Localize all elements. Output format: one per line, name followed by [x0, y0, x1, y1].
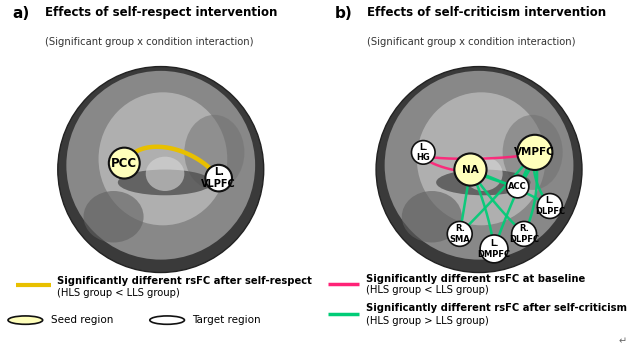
Ellipse shape: [385, 71, 574, 260]
Ellipse shape: [503, 115, 563, 190]
Ellipse shape: [436, 170, 530, 195]
Ellipse shape: [464, 157, 503, 191]
Text: VMPFC: VMPFC: [514, 147, 555, 157]
Ellipse shape: [66, 71, 255, 260]
Circle shape: [517, 135, 552, 170]
Circle shape: [512, 221, 536, 246]
Text: L.
DMPFC: L. DMPFC: [478, 239, 511, 258]
Text: (HLS group > LLS group): (HLS group > LLS group): [366, 316, 489, 326]
Circle shape: [8, 316, 42, 324]
Ellipse shape: [98, 92, 227, 225]
Text: PCC: PCC: [111, 157, 138, 170]
Text: Effects of self-respect intervention: Effects of self-respect intervention: [45, 6, 277, 19]
Text: L.
HG: L. HG: [417, 143, 430, 162]
Text: R.
DLPFC: R. DLPFC: [509, 224, 539, 244]
Text: (Significant group x condition interaction): (Significant group x condition interacti…: [45, 37, 253, 47]
Ellipse shape: [376, 66, 582, 273]
Text: (HLS group < LLS group): (HLS group < LLS group): [57, 288, 179, 298]
Ellipse shape: [58, 66, 264, 273]
Text: Effects of self-criticism intervention: Effects of self-criticism intervention: [367, 6, 606, 19]
Circle shape: [538, 193, 562, 218]
Circle shape: [455, 153, 487, 185]
Circle shape: [150, 316, 185, 324]
Text: Target region: Target region: [192, 315, 261, 325]
Text: b): b): [334, 6, 352, 21]
Ellipse shape: [402, 191, 462, 243]
Text: ACC: ACC: [508, 182, 527, 191]
Circle shape: [205, 165, 232, 191]
Ellipse shape: [84, 191, 143, 243]
Text: Significantly different rsFC after self-respect: Significantly different rsFC after self-…: [57, 276, 312, 286]
Text: NA: NA: [462, 165, 479, 174]
Circle shape: [412, 140, 435, 164]
Text: R.
SMA: R. SMA: [449, 224, 470, 244]
Text: ↵: ↵: [619, 336, 627, 346]
Text: Significantly different rsFC at baseline: Significantly different rsFC at baseline: [366, 274, 585, 284]
Circle shape: [480, 235, 508, 263]
Text: (Significant group x condition interaction): (Significant group x condition interacti…: [367, 37, 575, 47]
Text: (HLS group < LLS group): (HLS group < LLS group): [366, 285, 489, 295]
Ellipse shape: [146, 157, 185, 191]
Circle shape: [507, 175, 529, 198]
Ellipse shape: [185, 115, 244, 190]
Ellipse shape: [417, 92, 545, 225]
Circle shape: [448, 221, 472, 246]
Ellipse shape: [118, 170, 212, 195]
Text: a): a): [13, 6, 30, 21]
Text: L.
VLPFC: L. VLPFC: [201, 167, 236, 189]
Text: Significantly different rsFC after self-criticism: Significantly different rsFC after self-…: [366, 303, 627, 313]
Circle shape: [109, 148, 140, 179]
Text: Seed region: Seed region: [51, 315, 113, 325]
Text: L.
DLPFC: L. DLPFC: [535, 196, 565, 216]
